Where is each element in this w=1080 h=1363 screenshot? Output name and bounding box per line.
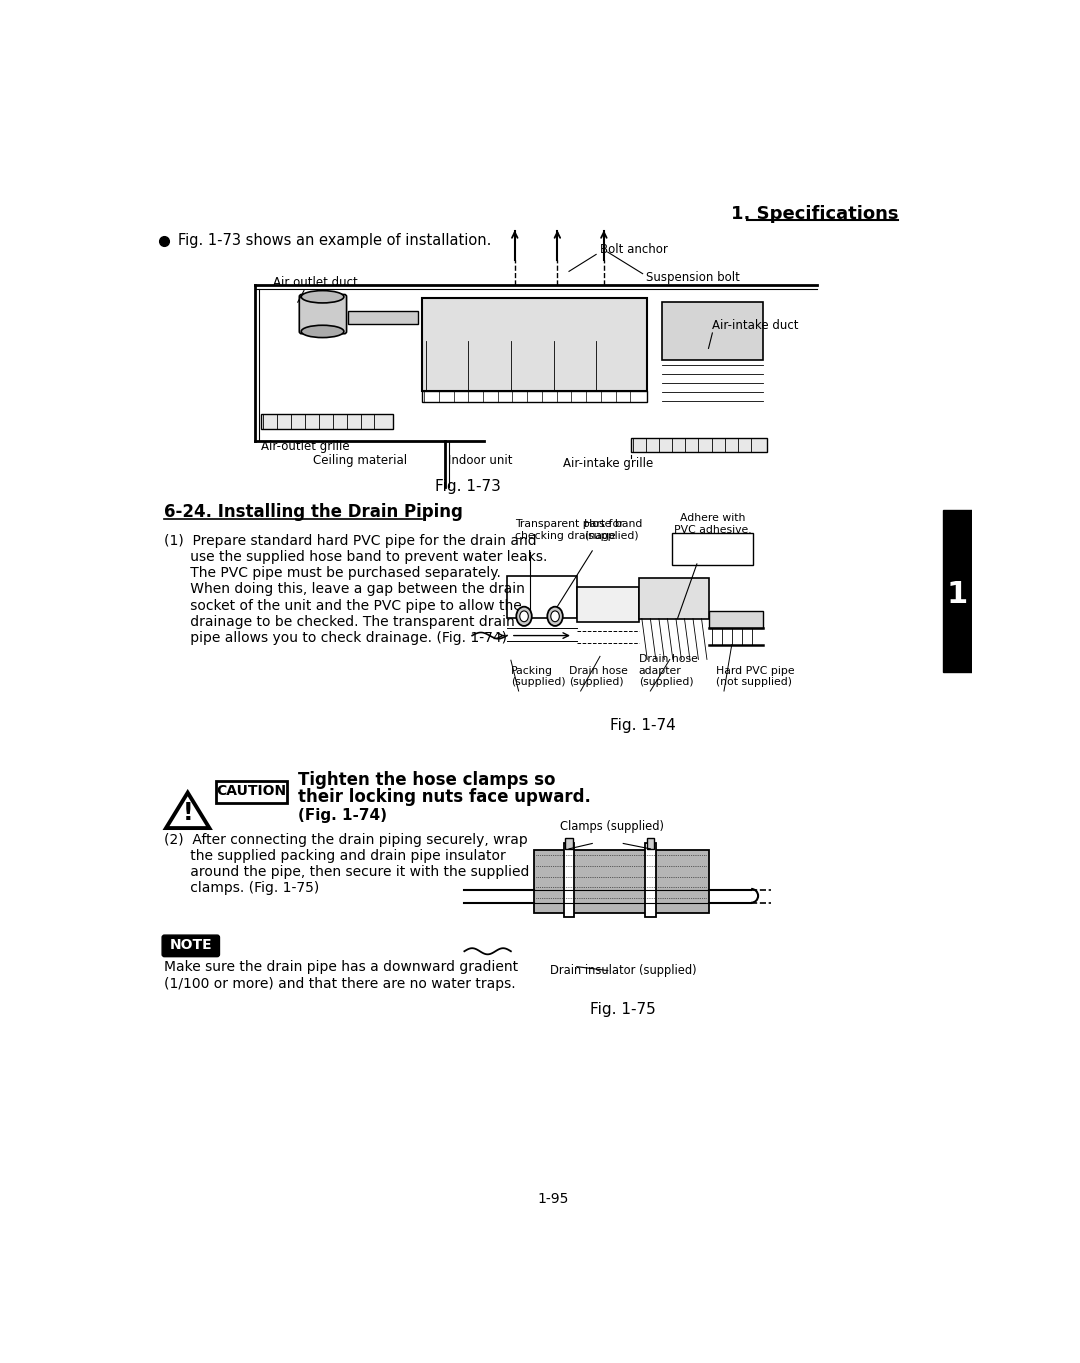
- Text: 1. Specifications: 1. Specifications: [731, 204, 899, 222]
- FancyBboxPatch shape: [216, 781, 287, 803]
- Text: pipe allows you to check drainage. (Fig. 1-74): pipe allows you to check drainage. (Fig.…: [164, 631, 508, 645]
- Bar: [422, 298, 647, 391]
- Text: 6-24. Installing the Drain Piping: 6-24. Installing the Drain Piping: [164, 503, 463, 522]
- Text: Air-intake duct: Air-intake duct: [713, 319, 799, 331]
- Text: (1/100 or more) and that there are no water traps.: (1/100 or more) and that there are no wa…: [164, 977, 516, 991]
- Text: Fig. 1-74: Fig. 1-74: [610, 718, 675, 733]
- Text: Indoor unit: Indoor unit: [447, 454, 512, 466]
- Text: Hose band
(supplied): Hose band (supplied): [584, 519, 643, 541]
- Text: Drain hose
adapter
(supplied): Drain hose adapter (supplied): [638, 654, 698, 687]
- Bar: [564, 844, 575, 917]
- Text: around the pipe, then secure it with the supplied: around the pipe, then secure it with the…: [164, 866, 530, 879]
- Bar: [507, 575, 577, 617]
- Text: Drain insulator (supplied): Drain insulator (supplied): [550, 964, 697, 977]
- Text: Air-intake grille: Air-intake grille: [563, 458, 653, 470]
- Text: Clamps (supplied): Clamps (supplied): [559, 821, 663, 833]
- Ellipse shape: [301, 290, 343, 303]
- Text: (Fig. 1-74): (Fig. 1-74): [298, 808, 387, 823]
- Ellipse shape: [551, 611, 559, 622]
- Text: use the supplied hose band to prevent water leaks.: use the supplied hose band to prevent wa…: [164, 551, 548, 564]
- FancyBboxPatch shape: [672, 533, 753, 566]
- Bar: [638, 578, 708, 619]
- Text: 1-95: 1-95: [538, 1193, 569, 1206]
- FancyArrow shape: [348, 311, 418, 324]
- Text: Bolt anchor: Bolt anchor: [600, 244, 667, 256]
- Text: Fig. 1-73 shows an example of installation.: Fig. 1-73 shows an example of installati…: [177, 233, 491, 248]
- Ellipse shape: [519, 611, 528, 622]
- Ellipse shape: [301, 326, 343, 338]
- Text: their locking nuts face upward.: their locking nuts face upward.: [298, 788, 591, 807]
- Bar: [261, 414, 393, 429]
- Text: !: !: [183, 800, 193, 825]
- Text: Adhere with
PVC adhesive.: Adhere with PVC adhesive.: [674, 512, 752, 534]
- Text: drainage to be checked. The transparent drain: drainage to be checked. The transparent …: [164, 615, 515, 628]
- Bar: [662, 303, 762, 360]
- Text: Air-outlet grille: Air-outlet grille: [261, 440, 350, 453]
- Bar: [708, 611, 762, 628]
- Text: socket of the unit and the PVC pipe to allow the: socket of the unit and the PVC pipe to a…: [164, 598, 523, 612]
- Text: Drain hose
(supplied): Drain hose (supplied): [569, 665, 627, 687]
- Bar: [943, 510, 972, 672]
- Text: Transparent part for
checking drainage: Transparent part for checking drainage: [515, 519, 623, 541]
- Text: (1)  Prepare standard hard PVC pipe for the drain and: (1) Prepare standard hard PVC pipe for t…: [164, 534, 537, 548]
- Polygon shape: [166, 793, 210, 829]
- Bar: [647, 838, 654, 849]
- Text: Suspension bolt: Suspension bolt: [647, 271, 741, 284]
- Bar: [422, 391, 647, 402]
- Text: Fig. 1-75: Fig. 1-75: [591, 1002, 657, 1017]
- Text: the supplied packing and drain pipe insulator: the supplied packing and drain pipe insu…: [164, 849, 507, 863]
- Bar: [631, 439, 767, 453]
- FancyBboxPatch shape: [299, 294, 347, 334]
- Bar: [577, 587, 638, 622]
- Ellipse shape: [516, 607, 531, 626]
- Text: Packing
(supplied): Packing (supplied): [511, 665, 566, 687]
- Text: CAUTION: CAUTION: [216, 784, 286, 799]
- Ellipse shape: [548, 607, 563, 626]
- Text: clamps. (Fig. 1-75): clamps. (Fig. 1-75): [164, 880, 320, 895]
- Text: Air outlet duct: Air outlet duct: [273, 277, 357, 289]
- Bar: [645, 844, 656, 917]
- Text: Make sure the drain pipe has a downward gradient: Make sure the drain pipe has a downward …: [164, 960, 518, 973]
- Text: When doing this, leave a gap between the drain: When doing this, leave a gap between the…: [164, 582, 525, 597]
- Text: (2)  After connecting the drain piping securely, wrap: (2) After connecting the drain piping se…: [164, 833, 528, 846]
- Text: Hard PVC pipe
(not supplied): Hard PVC pipe (not supplied): [716, 665, 795, 687]
- Text: NOTE: NOTE: [170, 938, 212, 953]
- Text: Tighten the hose clamps so: Tighten the hose clamps so: [298, 770, 555, 789]
- Bar: [565, 838, 572, 849]
- Text: Fig. 1-73: Fig. 1-73: [435, 480, 501, 495]
- Text: Ceiling material: Ceiling material: [313, 454, 407, 466]
- Text: 1: 1: [947, 581, 968, 609]
- Text: The PVC pipe must be purchased separately.: The PVC pipe must be purchased separatel…: [164, 566, 501, 581]
- Bar: [535, 849, 708, 913]
- FancyBboxPatch shape: [162, 935, 219, 957]
